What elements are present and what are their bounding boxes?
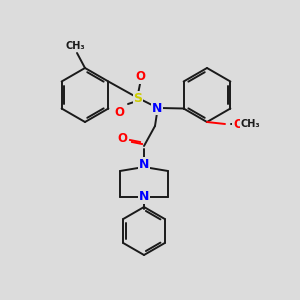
Text: O: O	[114, 106, 124, 119]
Text: S: S	[134, 92, 142, 104]
Text: N: N	[139, 190, 149, 203]
Text: O: O	[233, 118, 243, 130]
Text: CH₃: CH₃	[240, 119, 260, 129]
Text: CH₃: CH₃	[65, 41, 85, 51]
Text: O: O	[135, 70, 145, 83]
Text: N: N	[139, 158, 149, 170]
Text: N: N	[152, 101, 162, 115]
Text: O: O	[117, 133, 127, 146]
